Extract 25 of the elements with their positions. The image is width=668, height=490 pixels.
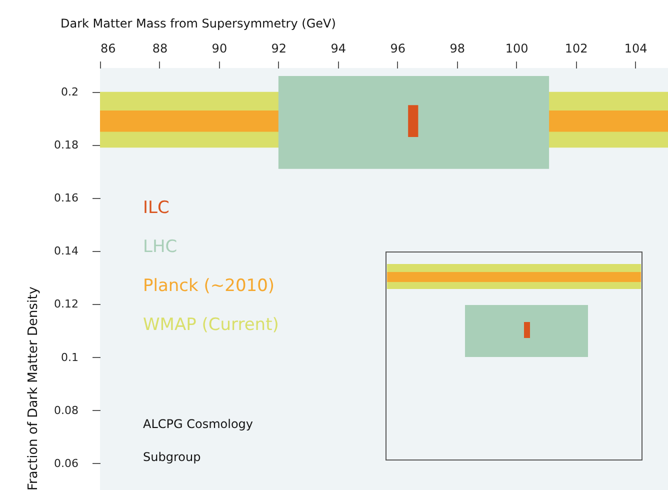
text: ALCPG Cosmology Subgroup: [143, 417, 254, 464]
y-tick-label: 0.14: [54, 244, 78, 258]
y-tick-label: 0.12: [54, 298, 78, 311]
x-axis-title: Dark Matter Mass from Supersymmetry (GeV): [60, 16, 336, 30]
x-tick-label: 100: [505, 42, 528, 56]
y-tick-label: 0.08: [54, 404, 78, 417]
y-tick-label: 0.06: [54, 456, 78, 470]
y-tick-label: 0.18: [54, 138, 78, 152]
y-tick-label: 0.2: [61, 85, 78, 98]
x-tick-label: 94: [330, 42, 346, 56]
legend-label: ILC: [143, 198, 170, 218]
x-tick-label: 86: [100, 42, 116, 56]
x-tick-label: 88: [152, 42, 168, 56]
y-tick-label: 0.1: [61, 350, 78, 364]
x-tick-label: 92: [271, 42, 287, 56]
y-axis-title: Fraction of Dark Matter Density: [26, 286, 42, 490]
x-tick-label: 98: [450, 42, 465, 56]
x-tick-label: 90: [212, 42, 228, 56]
x-tick-label: 96: [390, 42, 406, 56]
band-label: Planck (~2010): [143, 276, 275, 296]
legend-label: LHC: [143, 237, 178, 257]
y-tick-label: 0.16: [54, 192, 78, 205]
x-tick-label: 102: [564, 42, 588, 56]
x-tick-label: 104: [624, 42, 648, 56]
band-label: WMAP (Current): [143, 315, 279, 335]
